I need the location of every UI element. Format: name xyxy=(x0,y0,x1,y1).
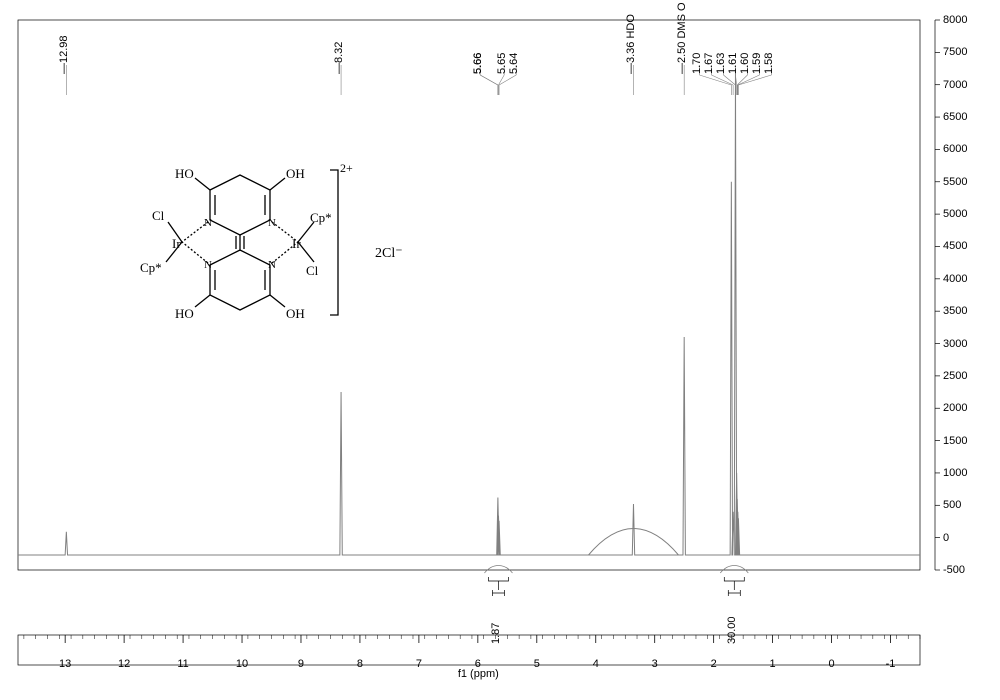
y-tick-label: 3500 xyxy=(943,305,967,317)
x-tick-label: -1 xyxy=(886,658,896,670)
y-tick-label: 8000 xyxy=(943,14,967,26)
y-tick-label: 4500 xyxy=(943,240,967,252)
peak-label: 1.58 xyxy=(763,53,775,74)
x-axis-title: f1 (ppm) xyxy=(458,668,499,680)
y-tick-label: 2000 xyxy=(943,402,967,414)
mol-Cp-r: Cp* xyxy=(310,210,332,225)
x-tick-label: 11 xyxy=(177,658,188,670)
peak-label: —2.50 DMS O xyxy=(676,2,688,74)
y-tick-label: 5000 xyxy=(943,208,967,220)
y-tick-label: 6500 xyxy=(943,111,967,123)
peak-label: 1.67 xyxy=(703,53,715,74)
mol-Cl-r: Cl xyxy=(306,263,319,278)
mol-N2: N xyxy=(268,217,276,229)
x-tick-label: 7 xyxy=(416,658,422,670)
y-tick-label: 7500 xyxy=(943,46,967,58)
molecule-diagram: HO OH HO OH Cl Cl Ir Ir Cp* Cp* N N N N … xyxy=(110,150,370,380)
mol-charge: 2+ xyxy=(340,161,353,175)
x-tick-label: 4 xyxy=(593,658,599,670)
peak-label: —8.32 xyxy=(333,42,345,74)
x-tick-label: 8 xyxy=(357,658,363,670)
y-tick-label: 4000 xyxy=(943,273,967,285)
y-tick-label: 7000 xyxy=(943,79,967,91)
peak-label: 1.63 xyxy=(715,53,727,74)
mol-Cp-l: Cp* xyxy=(140,260,162,275)
y-tick-label: 6000 xyxy=(943,143,967,155)
x-tick-label: 9 xyxy=(298,658,304,670)
y-tick-label: -500 xyxy=(943,564,965,576)
x-tick-label: 0 xyxy=(829,658,835,670)
peak-label: 5.66 xyxy=(472,53,484,74)
y-tick-label: 1500 xyxy=(943,435,967,447)
nmr-chart: 8000750070006500600055005000450040003500… xyxy=(0,0,1000,700)
x-tick-label: 3 xyxy=(652,658,658,670)
y-tick-label: 500 xyxy=(943,499,961,511)
peak-label: 5.65 xyxy=(496,53,508,74)
y-tick-label: 5500 xyxy=(943,176,967,188)
peak-label: 1.70 xyxy=(691,53,703,74)
mol-HO-bl: HO xyxy=(175,306,194,321)
integration-label: 30.00 xyxy=(726,616,738,644)
mol-N1: N xyxy=(204,217,212,229)
x-tick-label: 1 xyxy=(770,658,776,670)
y-tick-label: 3000 xyxy=(943,338,967,350)
integration-label: 1.87 xyxy=(490,623,502,644)
y-tick-label: 0 xyxy=(943,532,949,544)
x-tick-label: 5 xyxy=(534,658,540,670)
mol-Ir-l: Ir xyxy=(172,236,181,251)
mol-N4: N xyxy=(268,259,276,271)
x-tick-label: 12 xyxy=(118,658,130,670)
mol-Ir-r: Ir xyxy=(292,236,301,251)
y-tick-label: 2500 xyxy=(943,370,967,382)
mol-OH-br: OH xyxy=(286,306,305,321)
peak-label: —12.98 xyxy=(58,35,70,74)
x-tick-label: 2 xyxy=(711,658,717,670)
mol-counterion: 2Cl⁻ xyxy=(375,245,403,262)
peak-label: 1.60 xyxy=(739,53,751,74)
mol-N3: N xyxy=(204,259,212,271)
peak-label: 1.59 xyxy=(751,53,763,74)
mol-HO-tl: HO xyxy=(175,166,194,181)
mol-OH-tr: OH xyxy=(286,166,305,181)
molecule-svg: HO OH HO OH Cl Cl Ir Ir Cp* Cp* N N N N … xyxy=(110,150,370,380)
peak-label: —3.36 HDO xyxy=(625,14,637,74)
peak-label: 1.61 xyxy=(727,53,739,74)
x-tick-label: 13 xyxy=(59,658,71,670)
mol-Cl-l: Cl xyxy=(152,208,165,223)
y-tick-label: 1000 xyxy=(943,467,967,479)
x-tick-label: 10 xyxy=(236,658,248,670)
peak-label: 5.64 xyxy=(508,53,520,74)
